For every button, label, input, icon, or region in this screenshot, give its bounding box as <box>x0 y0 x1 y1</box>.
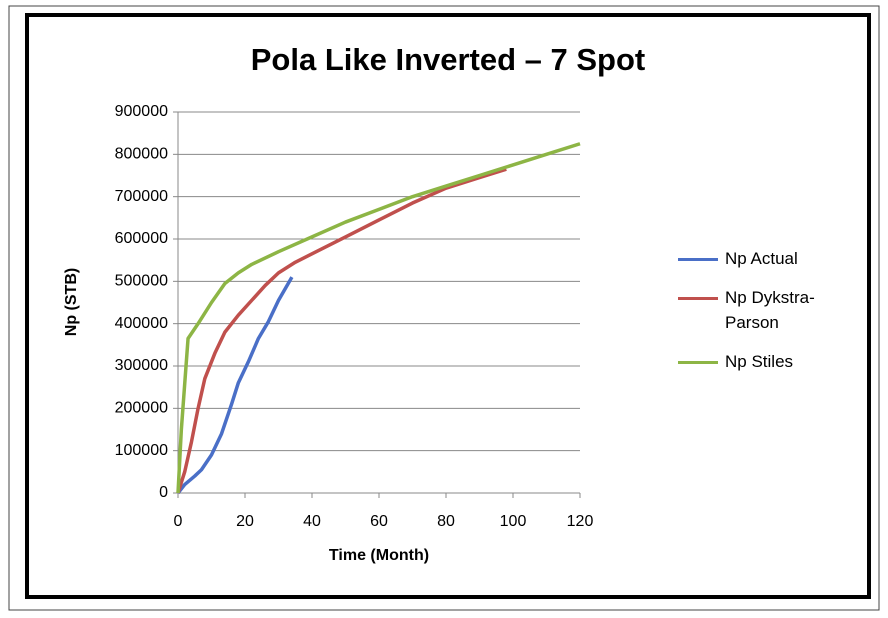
y-tick-label: 500000 <box>115 273 168 290</box>
chart-frame <box>25 13 871 599</box>
y-tick-label: 200000 <box>115 400 168 417</box>
y-tick-label: 300000 <box>115 357 168 374</box>
y-tick-label: 900000 <box>115 103 168 120</box>
outer-frame <box>8 5 880 611</box>
x-tick-label: 0 <box>174 513 183 530</box>
y-tick-label: 0 <box>159 484 168 501</box>
legend-swatch <box>678 297 718 300</box>
series-line <box>176 167 507 494</box>
x-tick-label: 60 <box>370 513 388 530</box>
legend-item: Np Dykstra-Parson <box>678 285 868 335</box>
x-tick-label: 100 <box>500 513 527 530</box>
x-tick-label: 40 <box>303 513 321 530</box>
legend-swatch <box>678 258 718 261</box>
y-tick-label: 100000 <box>115 442 168 459</box>
y-tick-label: 400000 <box>115 315 168 332</box>
legend-label: Np Dykstra-Parson <box>725 288 815 332</box>
series-line <box>176 142 581 494</box>
y-tick-label: 600000 <box>115 230 168 247</box>
x-tick-label: 20 <box>236 513 254 530</box>
legend-label: Np Stiles <box>725 352 794 371</box>
legend-label: Np Actual <box>725 249 798 268</box>
chart-title: Pola Like Inverted – 7 Spot <box>251 42 646 77</box>
y-tick-label: 800000 <box>115 146 168 163</box>
x-tick-label: 120 <box>567 513 594 530</box>
series-line <box>176 276 294 495</box>
x-axis-label: Time (Month) <box>329 547 429 564</box>
legend-item: Np Actual <box>678 246 868 271</box>
legend-swatch <box>678 361 718 364</box>
y-tick-label: 700000 <box>115 188 168 205</box>
y-axis-label: Np (STB) <box>63 268 80 336</box>
x-tick-label: 80 <box>437 513 455 530</box>
legend: Np Actual Np Dykstra-Parson Np Stiles <box>678 246 868 388</box>
legend-item: Np Stiles <box>678 349 868 374</box>
